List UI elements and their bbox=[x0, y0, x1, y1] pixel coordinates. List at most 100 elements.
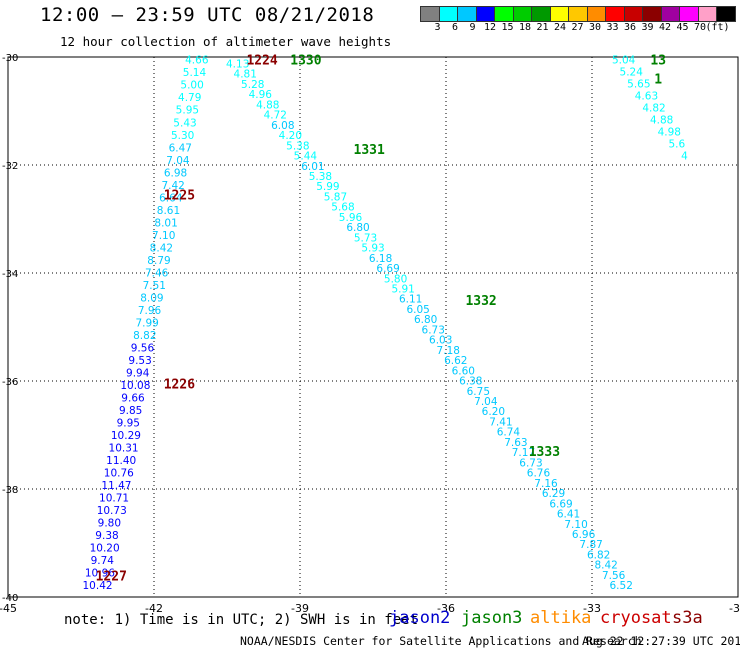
wave-height-point: 7.17 bbox=[512, 447, 535, 459]
wave-height-point: 5.68 bbox=[331, 202, 354, 214]
pass-number-label: 1224 bbox=[246, 54, 277, 69]
wave-height-point: 5.99 bbox=[316, 181, 339, 193]
wave-height-point: 6.03 bbox=[429, 335, 452, 347]
pass-number-label: 1227 bbox=[96, 569, 127, 584]
wave-height-point: 10.29 bbox=[111, 430, 141, 442]
wave-height-point: 6.76 bbox=[527, 468, 551, 480]
wave-height-point: 6.69 bbox=[549, 498, 572, 510]
wave-height-point: 5.6 bbox=[669, 138, 686, 150]
wave-height-point: 7.42 bbox=[161, 180, 184, 192]
wave-height-point: 7.10 bbox=[564, 519, 587, 531]
wave-height-point: 6.82 bbox=[587, 549, 610, 561]
wave-height-point: 5.80 bbox=[384, 273, 407, 285]
color-swatch bbox=[716, 6, 736, 22]
wave-height-point: 6.60 bbox=[452, 365, 475, 377]
wave-height-point: 6.38 bbox=[459, 376, 482, 388]
wave-height-point: 7.87 bbox=[579, 539, 602, 551]
color-scale-label: 45 bbox=[676, 22, 689, 33]
wave-height-point: 5.73 bbox=[354, 232, 377, 244]
wave-height-point: 5.91 bbox=[391, 284, 414, 296]
wave-height-point: 5.93 bbox=[361, 243, 384, 255]
color-scale-bar bbox=[420, 6, 736, 22]
wave-height-point: 5.04 bbox=[612, 55, 636, 67]
wave-height-point: 6.08 bbox=[271, 120, 294, 132]
wave-height-point: 4 bbox=[681, 150, 688, 162]
wave-height-point: 5.43 bbox=[173, 117, 196, 129]
wave-height-point: 7.04 bbox=[166, 155, 190, 167]
wave-height-point: 4.20 bbox=[279, 130, 302, 142]
track-values-group: 4.665.145.004.795.955.435.306.477.046.98… bbox=[83, 54, 689, 592]
wave-height-point: 8.01 bbox=[154, 217, 177, 229]
wave-height-point: 10.76 bbox=[104, 468, 134, 480]
wave-height-point: 7.99 bbox=[135, 317, 158, 329]
color-scale-label: 42 bbox=[658, 22, 672, 33]
wave-height-point: 9.95 bbox=[117, 417, 140, 429]
x-tick-label: -42 bbox=[145, 602, 163, 615]
x-tick-label: -36 bbox=[437, 602, 455, 615]
wave-height-point: 6.62 bbox=[444, 355, 467, 367]
wave-height-point: 5.14 bbox=[183, 67, 207, 79]
credit-text: NOAA/NESDIS Center for Satellite Applica… bbox=[240, 634, 642, 648]
color-scale-label: 18 bbox=[518, 22, 532, 33]
wave-height-point: 7.16 bbox=[534, 478, 558, 490]
x-tick-label: -30 bbox=[729, 602, 740, 615]
wave-height-point: 6.01 bbox=[301, 161, 324, 173]
wave-height-point: 5.30 bbox=[171, 130, 194, 142]
color-scale-label: 21 bbox=[536, 22, 549, 33]
plot-frame bbox=[7, 56, 739, 598]
wave-height-point: 5.87 bbox=[324, 191, 347, 203]
wave-height-point: 9.38 bbox=[95, 530, 118, 542]
wave-height-point: 7.56 bbox=[602, 570, 626, 582]
legend-item: jason2 bbox=[389, 608, 451, 628]
wave-height-point: 6.29 bbox=[542, 488, 565, 500]
wave-height-point: 8.09 bbox=[140, 292, 163, 304]
wave-height-point: 6.18 bbox=[369, 253, 392, 265]
y-tick-label: -36 bbox=[2, 377, 18, 388]
wave-height-point: 8.61 bbox=[157, 205, 180, 217]
wave-height-point: 9.66 bbox=[121, 392, 145, 404]
wave-height-point: 5.00 bbox=[180, 80, 203, 92]
wave-height-point: 11.40 bbox=[106, 455, 136, 467]
wave-height-point: 5.38 bbox=[309, 171, 332, 183]
wave-height-point: 7.41 bbox=[489, 416, 512, 428]
wave-height-point: 6.98 bbox=[164, 167, 187, 179]
color-scale-label: 27 bbox=[571, 22, 584, 33]
wave-height-point: 9.80 bbox=[98, 518, 121, 530]
pass-number-label: 1225 bbox=[164, 189, 195, 204]
wave-height-point: 10.42 bbox=[83, 580, 113, 592]
y-tick-label: -40 bbox=[2, 593, 18, 604]
wave-height-point: 7.10 bbox=[152, 230, 175, 242]
wave-height-point: 6.73 bbox=[422, 324, 445, 336]
wave-height-point: 5.65 bbox=[627, 79, 650, 91]
wave-height-point: 6.20 bbox=[482, 406, 505, 418]
wave-height-point: 5.44 bbox=[294, 151, 318, 163]
pass-number-label: 13 bbox=[650, 54, 666, 69]
wave-height-point: 6.75 bbox=[467, 386, 490, 398]
wave-height-point: 10.20 bbox=[90, 543, 120, 555]
color-scale-label: 70 bbox=[693, 22, 707, 33]
wave-height-point: 7.63 bbox=[504, 437, 527, 449]
wave-height-point: 4.98 bbox=[658, 126, 681, 138]
color-scale-label: 9 bbox=[469, 22, 476, 33]
wave-height-point: 6.96 bbox=[572, 529, 596, 541]
wave-height-point: 6.80 bbox=[346, 222, 369, 234]
color-scale-label: 15 bbox=[501, 22, 514, 33]
wave-height-point: 6.11 bbox=[399, 294, 422, 306]
color-scale-label: 30 bbox=[588, 22, 602, 33]
pass-number-label: 1332 bbox=[465, 294, 496, 309]
wave-height-point: 10.08 bbox=[120, 380, 150, 392]
color-scale-label: 6 bbox=[451, 22, 459, 33]
color-scale-label: 39 bbox=[641, 22, 654, 33]
wave-height-point: 9.74 bbox=[91, 555, 115, 567]
wave-height-point: 11.47 bbox=[101, 480, 131, 492]
wave-height-point: 4.72 bbox=[264, 110, 287, 122]
wave-height-point: 10.96 bbox=[85, 568, 115, 580]
color-scale-label: 3 bbox=[434, 22, 441, 33]
wave-height-point: 5.96 bbox=[339, 212, 363, 224]
wave-height-point: 8.82 bbox=[133, 330, 156, 342]
pass-number-label: 1330 bbox=[290, 54, 321, 69]
wave-height-point: 7.04 bbox=[474, 396, 498, 408]
y-tick-label: -32 bbox=[2, 161, 18, 172]
wave-height-point: 9.85 bbox=[119, 405, 142, 417]
